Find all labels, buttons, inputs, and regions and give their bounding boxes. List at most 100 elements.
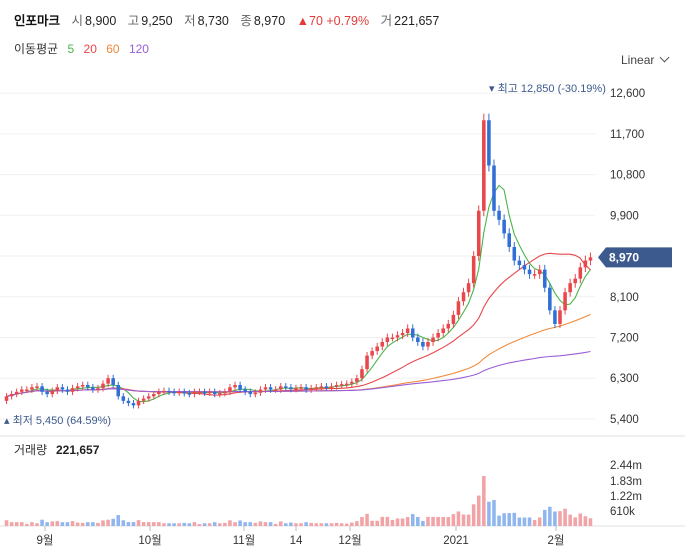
- candle-body: [542, 269, 547, 288]
- volume-bar: [25, 524, 29, 526]
- change-value: ▲70 +0.79%: [296, 14, 370, 28]
- candle-body: [278, 386, 283, 390]
- volume-bar: [309, 522, 313, 526]
- candle-body: [360, 369, 364, 379]
- volume-bar: [60, 522, 65, 526]
- volume-bar: [233, 522, 237, 526]
- candle-body: [471, 256, 476, 284]
- volume-bar: [563, 508, 567, 526]
- ma-60[interactable]: 60: [106, 42, 120, 56]
- volume-bar: [385, 516, 390, 526]
- volume-bar: [121, 520, 126, 526]
- candle-body: [527, 269, 532, 275]
- candle-body: [238, 385, 242, 390]
- volume-bar: [86, 522, 90, 526]
- candle-body: [9, 394, 14, 397]
- candle-body: [167, 390, 171, 393]
- candle-body: [522, 265, 527, 270]
- volume-bar: [426, 516, 430, 526]
- candle-body: [370, 351, 374, 356]
- candle-body: [405, 328, 410, 333]
- volume-bar: [532, 520, 537, 526]
- candle-body: [289, 387, 293, 390]
- candle-body: [588, 257, 593, 261]
- volume-bar: [152, 522, 156, 526]
- candle-body: [86, 385, 90, 388]
- volume-bar: [14, 522, 19, 526]
- scale-label: Linear: [621, 53, 655, 67]
- volume-bar: [106, 519, 110, 526]
- volume-bar: [436, 516, 440, 526]
- volume-bar: [446, 517, 451, 526]
- candle-body: [40, 386, 44, 392]
- candle-body: [466, 283, 471, 293]
- stock-header: 인포마크 시 8,900 고 9,250 저 8,730 종 8,970 ▲70 +0.…: [14, 10, 447, 29]
- ma-20[interactable]: 20: [83, 42, 97, 56]
- volume-bar: [522, 517, 527, 526]
- volume-bar: [40, 519, 44, 526]
- candle-body: [4, 396, 9, 401]
- volume-bar: [492, 500, 496, 526]
- high-annotation: ▾ 최고 12,850 (-30.19%): [489, 82, 606, 95]
- volume-bar: [45, 522, 49, 526]
- volume-tick-label: 1.83m: [610, 476, 642, 488]
- candle-body: [157, 391, 161, 395]
- volume-bar: [375, 520, 379, 526]
- volume-bar: [263, 522, 268, 526]
- price-tick-label: 12,600: [610, 88, 645, 100]
- volume-bar: [482, 476, 486, 526]
- candle-body: [482, 120, 486, 211]
- x-tick-label: 14: [290, 535, 303, 547]
- low-label: 저: [184, 14, 196, 28]
- volume-bar: [289, 522, 293, 526]
- volume-bar: [167, 523, 171, 526]
- candle-body: [431, 337, 435, 343]
- candle-body: [258, 389, 263, 393]
- volume-bar: [431, 516, 435, 526]
- volume-bar: [202, 523, 207, 526]
- x-tick-label: 2월: [548, 534, 565, 547]
- x-tick-label: 11월: [233, 534, 256, 547]
- candle-body: [101, 383, 105, 389]
- volume-bar: [278, 521, 283, 526]
- candle-body: [537, 269, 542, 275]
- candle-body: [416, 337, 420, 343]
- candle-body: [441, 328, 445, 333]
- ma-line-5: [6, 184, 591, 403]
- volume-bar: [212, 522, 217, 526]
- volume-bar: [355, 521, 359, 526]
- volume-bar: [451, 514, 456, 526]
- volume-bar: [441, 516, 445, 526]
- candle-body: [207, 391, 212, 394]
- ma-5[interactable]: 5: [67, 42, 75, 56]
- candle-body: [309, 388, 313, 390]
- volume-bar: [466, 514, 471, 526]
- volume-bar: [96, 522, 100, 526]
- volume-bar: [218, 523, 222, 526]
- volume-bar: [548, 506, 552, 526]
- volume-bar: [329, 523, 334, 526]
- candle-body: [487, 120, 491, 166]
- candle-body: [177, 391, 181, 394]
- volume-bar: [55, 521, 60, 526]
- candle-body: [339, 384, 344, 386]
- candle-body: [344, 383, 349, 386]
- volume-bar: [223, 522, 227, 526]
- scale-selector[interactable]: Linear: [621, 52, 670, 67]
- candle-body: [172, 391, 176, 394]
- candle-body: [50, 390, 55, 395]
- candle-body: [314, 387, 319, 389]
- volume-bar: [517, 517, 522, 526]
- price-tick-label: 9,900: [610, 210, 639, 222]
- ma-120[interactable]: 120: [128, 42, 149, 56]
- candle-body: [121, 396, 126, 401]
- volume-bar: [558, 511, 562, 526]
- candle-body: [233, 385, 237, 388]
- volume-bar: [527, 517, 532, 526]
- candle-body: [136, 400, 141, 406]
- candle-body: [380, 342, 385, 347]
- high-value: 9,250: [141, 14, 173, 28]
- candle-body: [111, 378, 115, 386]
- volume-bar: [583, 516, 588, 526]
